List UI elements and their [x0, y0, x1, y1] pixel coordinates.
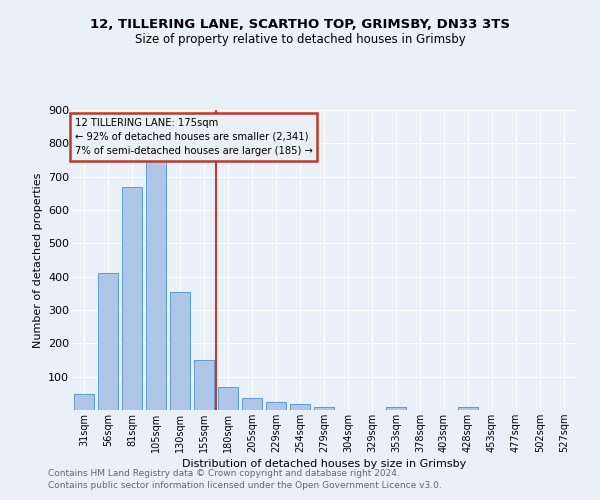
Bar	[74, 394, 94, 410]
Bar	[458, 406, 478, 410]
Bar	[290, 404, 310, 410]
Y-axis label: Number of detached properties: Number of detached properties	[32, 172, 43, 348]
Text: Contains public sector information licensed under the Open Government Licence v3: Contains public sector information licen…	[48, 481, 442, 490]
Text: Contains HM Land Registry data © Crown copyright and database right 2024.: Contains HM Land Registry data © Crown c…	[48, 468, 400, 477]
Bar	[386, 406, 406, 410]
Bar	[194, 360, 214, 410]
Bar	[242, 398, 262, 410]
Bar	[146, 160, 166, 410]
Text: Size of property relative to detached houses in Grimsby: Size of property relative to detached ho…	[134, 32, 466, 46]
X-axis label: Distribution of detached houses by size in Grimsby: Distribution of detached houses by size …	[182, 459, 466, 469]
Bar	[266, 402, 286, 410]
Bar	[170, 292, 190, 410]
Bar	[218, 386, 238, 410]
Bar	[98, 274, 118, 410]
Bar	[314, 408, 334, 410]
Text: 12 TILLERING LANE: 175sqm
← 92% of detached houses are smaller (2,341)
7% of sem: 12 TILLERING LANE: 175sqm ← 92% of detac…	[74, 118, 313, 156]
Text: 12, TILLERING LANE, SCARTHO TOP, GRIMSBY, DN33 3TS: 12, TILLERING LANE, SCARTHO TOP, GRIMSBY…	[90, 18, 510, 30]
Bar	[122, 186, 142, 410]
